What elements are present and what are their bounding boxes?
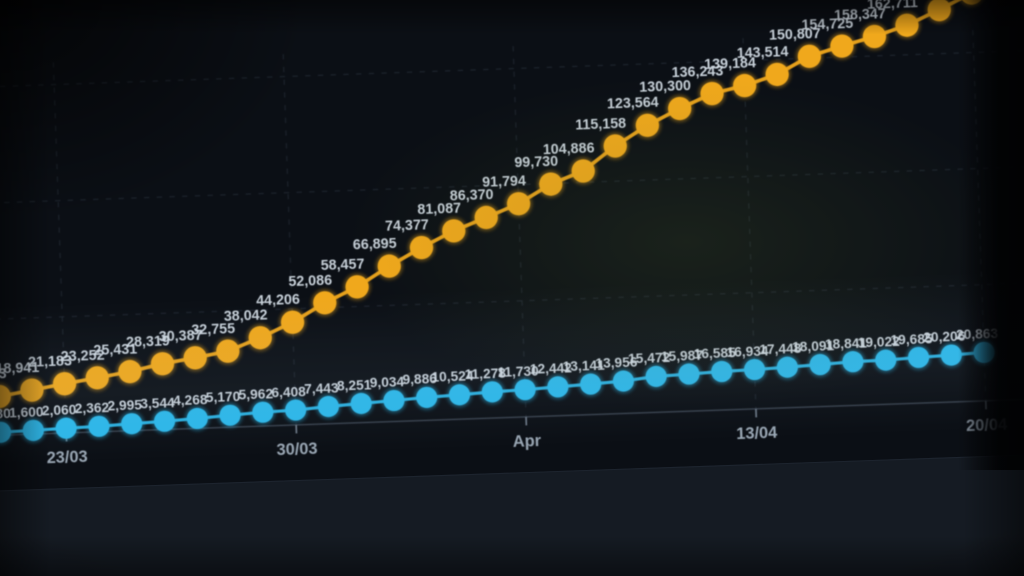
data-label: 44,206 xyxy=(256,292,300,310)
data-label: 6,408 xyxy=(271,384,306,400)
data-label: 38,042 xyxy=(224,307,268,325)
data-label: 1,600 xyxy=(9,404,44,420)
x-axis-tick-label: 23/03 xyxy=(46,448,88,467)
data-label: 74,377 xyxy=(385,217,429,235)
data-label: 20,863 xyxy=(956,326,999,342)
gridline-h xyxy=(0,281,1024,321)
data-label: 130,300 xyxy=(639,78,691,96)
data-label: 2,362 xyxy=(74,400,109,416)
data-label: 7,443 xyxy=(304,380,339,396)
data-label: 58,457 xyxy=(320,257,364,275)
data-label: 104,886 xyxy=(543,141,595,159)
data-label: 123,564 xyxy=(607,95,659,113)
data-label: 66,895 xyxy=(353,236,397,254)
data-label: 5,962 xyxy=(238,386,273,402)
data-label: 5,170 xyxy=(206,389,241,405)
gridline-v xyxy=(512,46,527,417)
data-label: 143,514 xyxy=(736,44,788,62)
data-label: 162,711 xyxy=(867,0,918,13)
data-label: 2,995 xyxy=(107,398,142,414)
data-label: 4,268 xyxy=(173,392,208,408)
gridline-v xyxy=(282,54,297,425)
data-label: 9,034 xyxy=(369,374,404,390)
data-label: 52,086 xyxy=(288,273,332,291)
data-label: 91,794 xyxy=(482,173,526,191)
x-axis-tick-label: 20/04 xyxy=(966,416,1009,435)
data-label: 8,251 xyxy=(337,377,372,393)
data-label: 2,060 xyxy=(42,402,77,418)
covid-line-chart: 23/03 30/03 Apr 13/04 20/0416,68318,94121,18… xyxy=(0,0,1024,467)
data-label: 115,158 xyxy=(575,116,626,134)
x-axis-tick-label: Apr xyxy=(512,432,541,451)
data-label: 3,544 xyxy=(140,395,175,411)
gridline-h xyxy=(0,49,1024,89)
x-axis-tick-label: 30/03 xyxy=(276,440,318,459)
x-axis-tick-label: 13/04 xyxy=(736,424,779,443)
